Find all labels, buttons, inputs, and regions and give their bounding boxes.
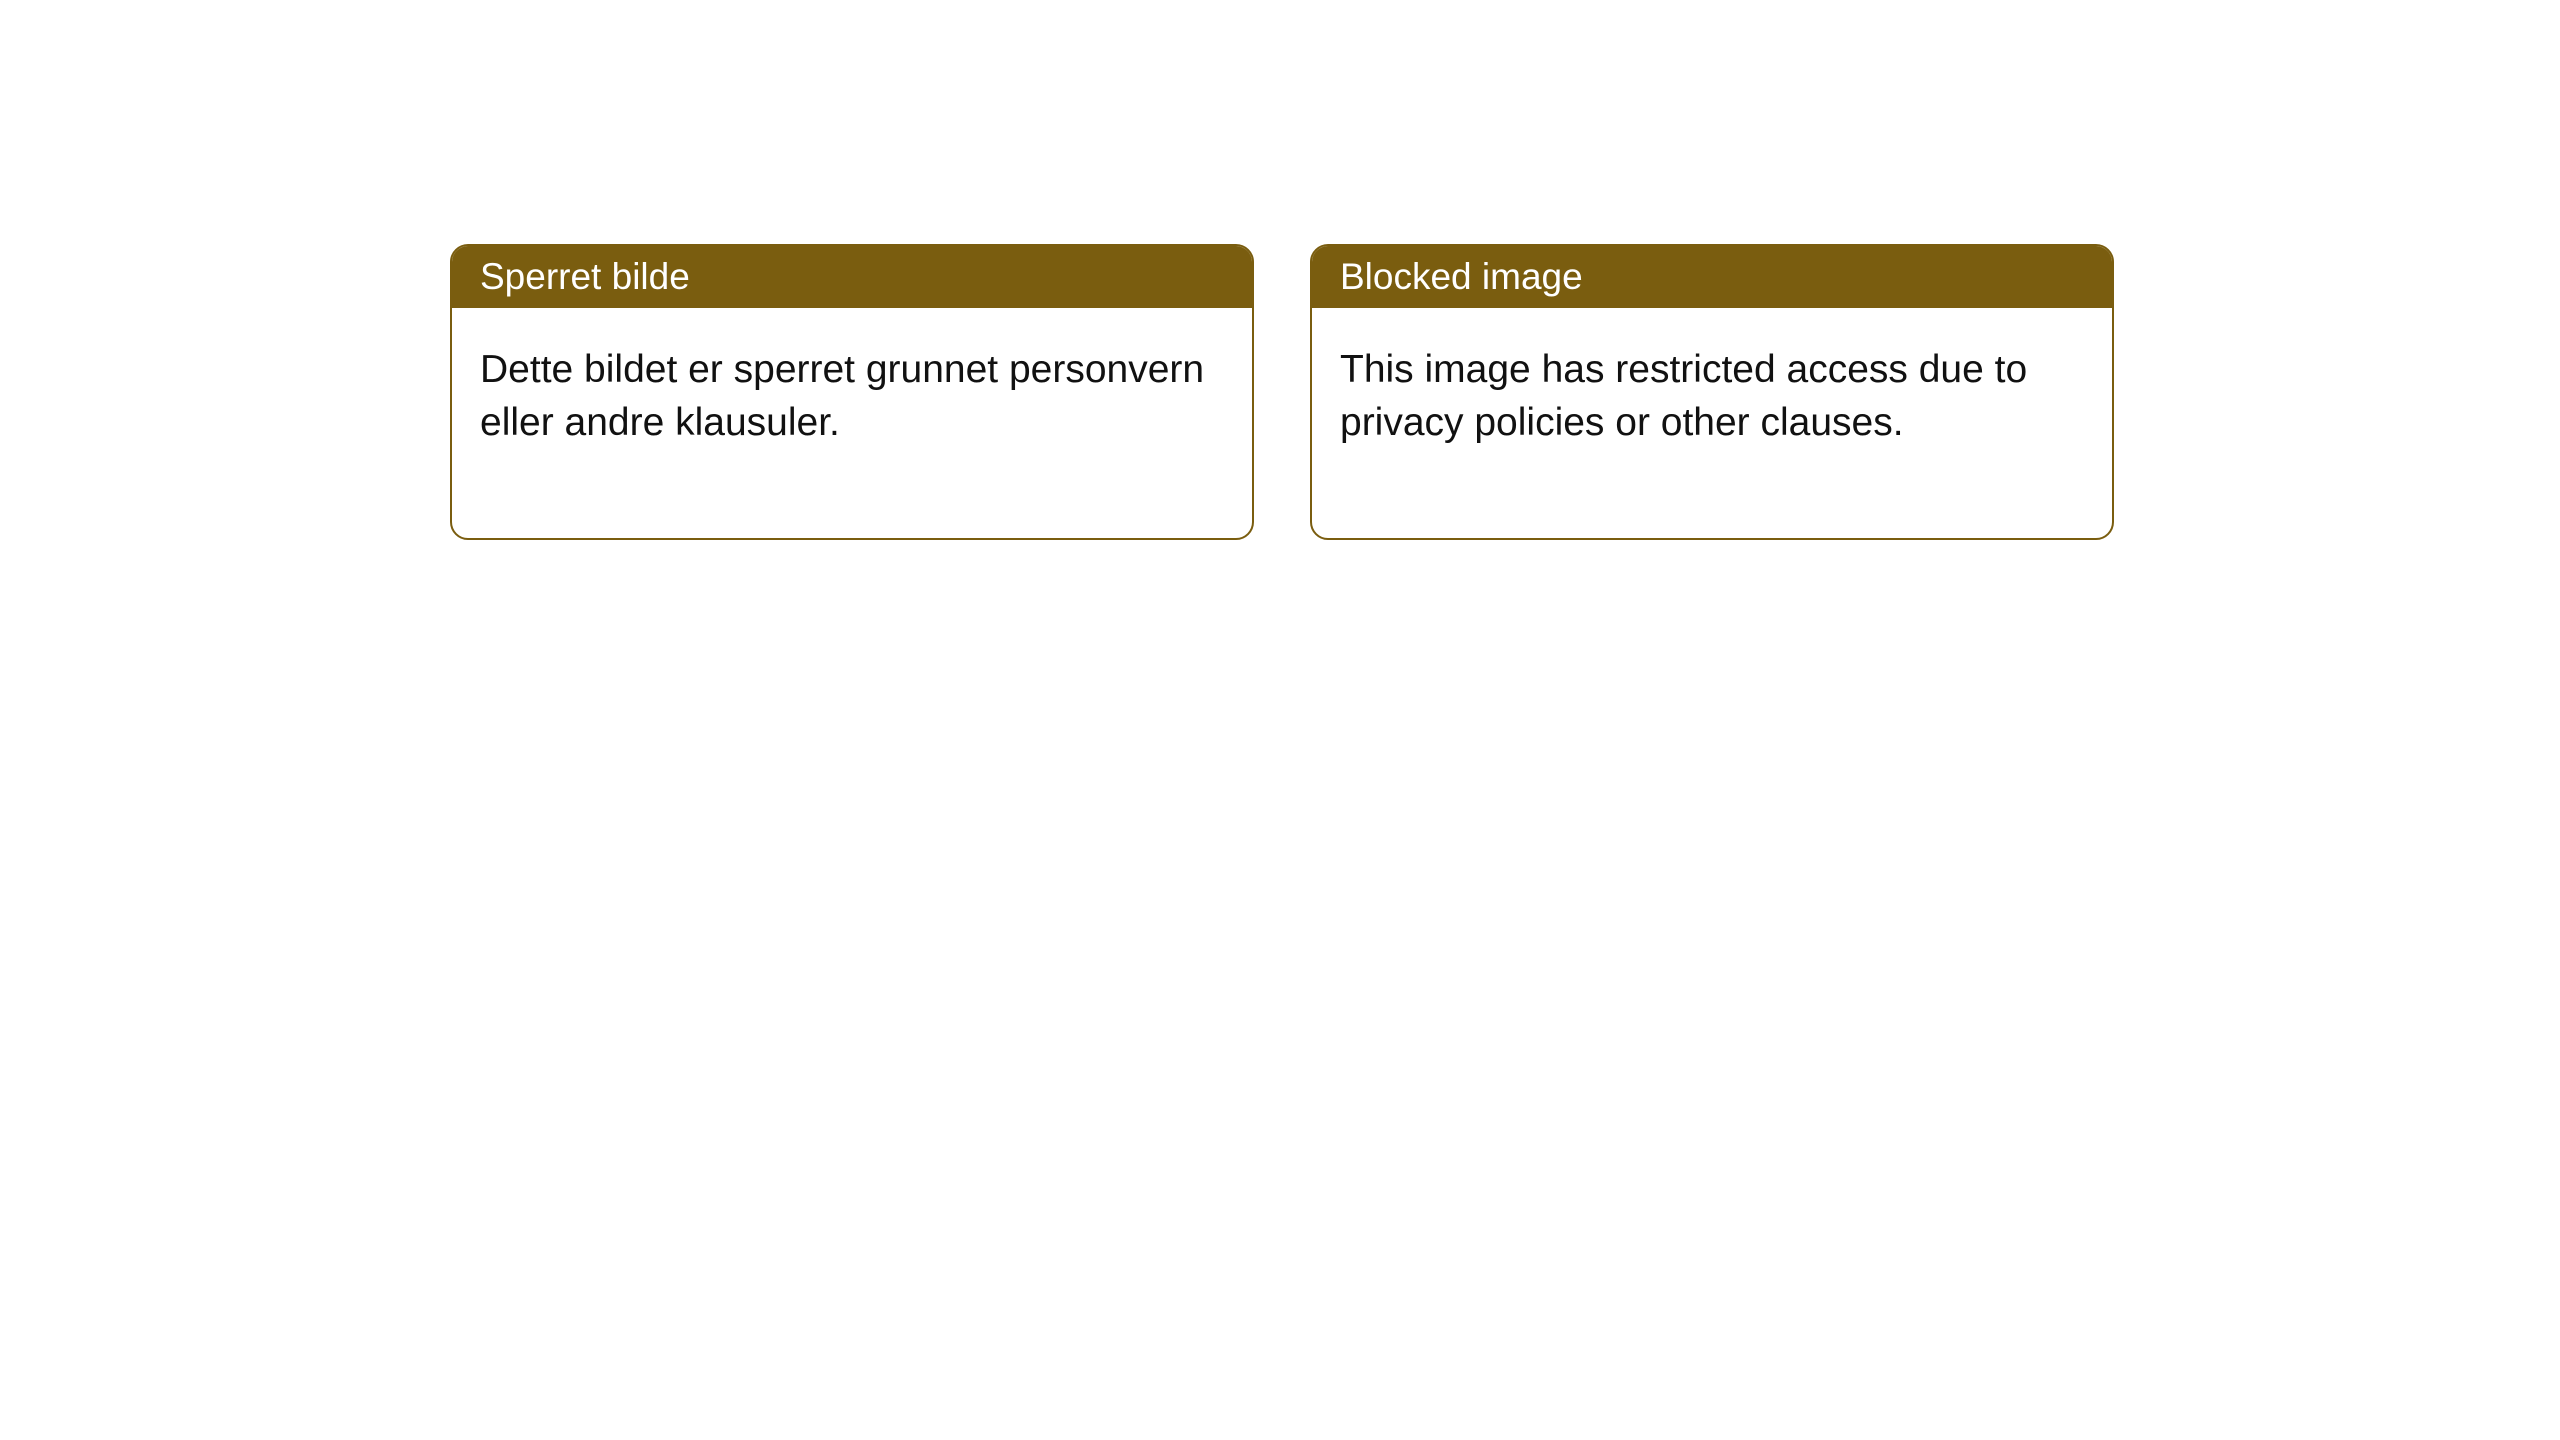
card-header: Sperret bilde [452, 246, 1252, 308]
card-title: Sperret bilde [480, 256, 690, 297]
card-header: Blocked image [1312, 246, 2112, 308]
card-title: Blocked image [1340, 256, 1583, 297]
card-body-text: This image has restricted access due to … [1340, 348, 2027, 444]
card-body: This image has restricted access due to … [1312, 308, 2112, 538]
notice-card-norwegian: Sperret bilde Dette bildet er sperret gr… [450, 244, 1254, 540]
card-body: Dette bildet er sperret grunnet personve… [452, 308, 1252, 538]
card-body-text: Dette bildet er sperret grunnet personve… [480, 348, 1204, 444]
notice-card-english: Blocked image This image has restricted … [1310, 244, 2114, 540]
notice-cards-container: Sperret bilde Dette bildet er sperret gr… [0, 0, 2560, 540]
